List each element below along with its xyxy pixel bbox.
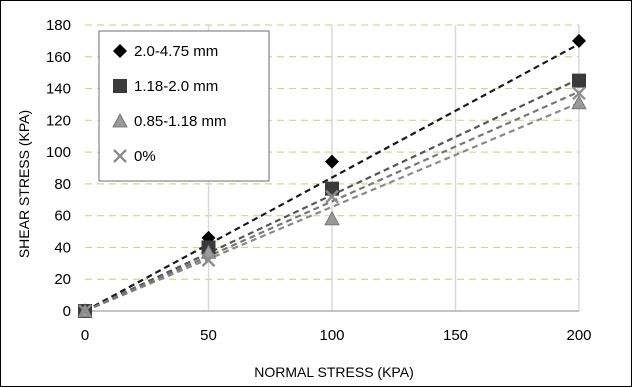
- legend-box: [98, 30, 270, 182]
- data-markers: [77, 33, 587, 318]
- x-tick-label: 0: [81, 327, 89, 344]
- y-axis-title: SHEAR STRESS (KPA): [16, 110, 32, 258]
- legend-label: 0%: [134, 148, 156, 165]
- y-tick-label: 100: [46, 144, 71, 161]
- legend-label: 1.18-2.0 mm: [134, 78, 218, 95]
- data-point: [325, 181, 339, 196]
- x-axis-title: NORMAL STRESS (KPA): [254, 364, 413, 380]
- x-tick-label: 200: [566, 327, 591, 344]
- data-point: [201, 253, 216, 268]
- legend-marker: [112, 113, 128, 128]
- x-tick-label: 150: [443, 327, 468, 344]
- data-point: [572, 73, 586, 88]
- trendline: [84, 90, 580, 313]
- tick-labels: 0 20 40 60 80 100 120 140 160 180 0 50 100 150 200: [46, 17, 592, 344]
- y-tick-label: 20: [54, 271, 71, 288]
- data-point: [324, 211, 340, 226]
- legend-label: 2.0-4.75 mm: [134, 43, 218, 60]
- y-tick-label: 60: [54, 208, 71, 225]
- data-point: [325, 189, 339, 204]
- data-point: [572, 86, 586, 101]
- trendline: [84, 43, 580, 312]
- y-tick-label: 0: [63, 303, 71, 320]
- y-tick-label: 40: [54, 239, 71, 256]
- data-point: [572, 33, 586, 48]
- legend-label: 0.85-1.18 mm: [134, 113, 227, 130]
- data-point: [571, 95, 587, 110]
- data-point: [325, 154, 339, 169]
- x-tick-label: 50: [200, 327, 217, 344]
- legend-marker: [113, 79, 127, 93]
- y-tick-label: 140: [46, 81, 71, 98]
- legend-marker: [113, 149, 127, 163]
- legend: 2.0-4.75 mm 1.18-2.0 mm 0.85-1.18 mm 0%: [98, 30, 270, 182]
- y-tick-label: 180: [46, 17, 71, 34]
- y-tick-label: 80: [54, 176, 71, 193]
- legend-marker: [113, 44, 127, 58]
- y-tick-label: 160: [46, 49, 71, 66]
- x-tick-label: 100: [319, 327, 344, 344]
- data-point: [78, 304, 92, 318]
- y-tick-label: 120: [46, 112, 71, 129]
